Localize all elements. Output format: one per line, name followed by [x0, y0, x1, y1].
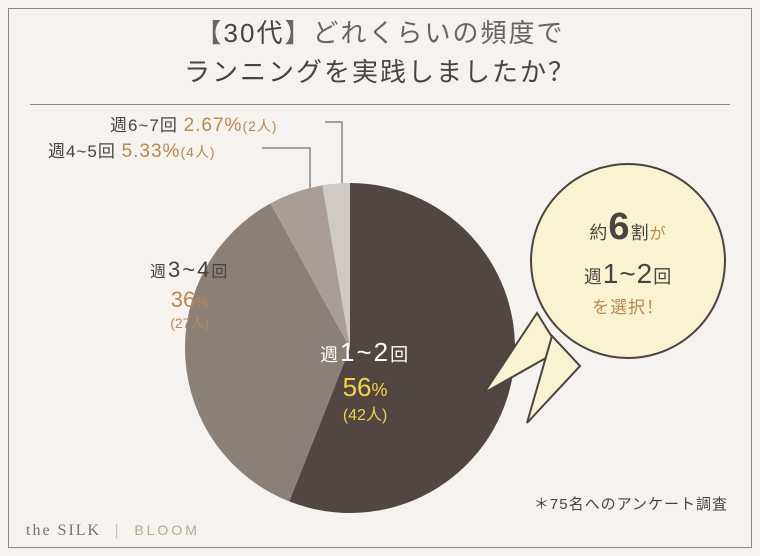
bubble-body: 約6割が 週1~2回 を選択！	[530, 163, 726, 359]
slice-label-week1-2: 週1~2回 56% (42人)	[320, 335, 410, 427]
chart-area: 週6~7回 2.67%(2人) 週4~5回 5.33%(4人) 週1~2回 56…	[0, 105, 760, 525]
callout-bubble: 約6割が 週1~2回 を選択！	[530, 163, 726, 359]
footnote: ＊75名へのアンケート調査	[534, 493, 728, 514]
slice-label-week3-4: 週3~4回 36% (27人)	[150, 255, 229, 333]
brand-left: the SILK	[26, 522, 101, 539]
brand-footer: the SILK | BLOOM	[26, 522, 200, 540]
brand-right: BLOOM	[134, 522, 200, 538]
brand-divider: |	[115, 522, 120, 539]
